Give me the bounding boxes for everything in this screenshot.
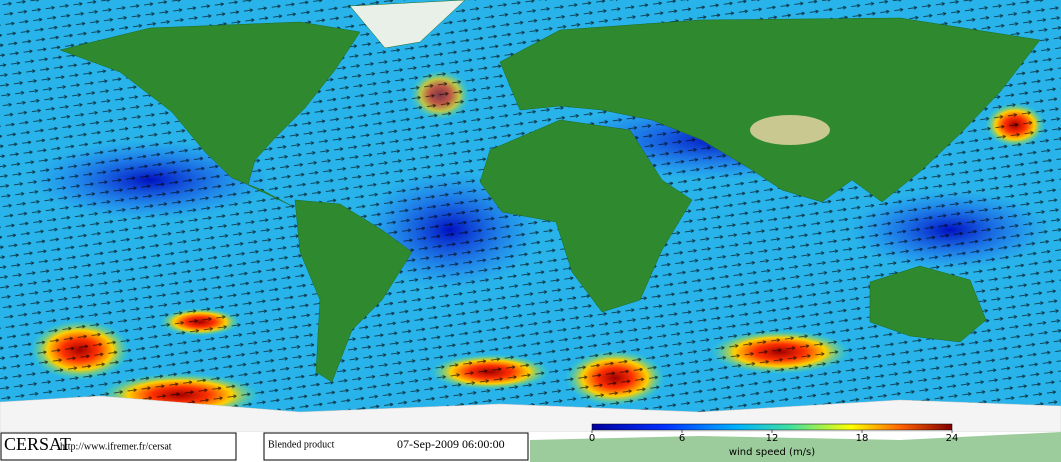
colorbar-tick-label: 6 <box>679 433 685 444</box>
colorbar <box>591 423 953 431</box>
land <box>0 0 1061 433</box>
colorbar-label: wind speed (m/s) <box>729 447 815 458</box>
north-america <box>59 21 361 207</box>
info-box <box>263 432 529 461</box>
colorbar-tick-label: 18 <box>856 433 869 444</box>
colorbar-tick-label: 0 <box>589 433 595 444</box>
colorbar-tick-label: 24 <box>946 433 959 444</box>
eurasia <box>499 17 1041 203</box>
africa <box>479 119 693 313</box>
timestamp: 07-Sep-2009 06:00:00 <box>397 437 505 451</box>
greenland <box>349 0 466 49</box>
australia <box>869 265 987 343</box>
product: Blended product <box>268 439 335 450</box>
colorbar-tick-label: 12 <box>766 433 779 444</box>
south-america <box>294 199 413 383</box>
footer: CERSAT http://www.ifremer.fr/cersat Blen… <box>0 423 1061 462</box>
logo-box <box>0 432 237 461</box>
logo: CERSAT <box>4 434 71 454</box>
url: http://www.ifremer.fr/cersat <box>60 441 172 452</box>
